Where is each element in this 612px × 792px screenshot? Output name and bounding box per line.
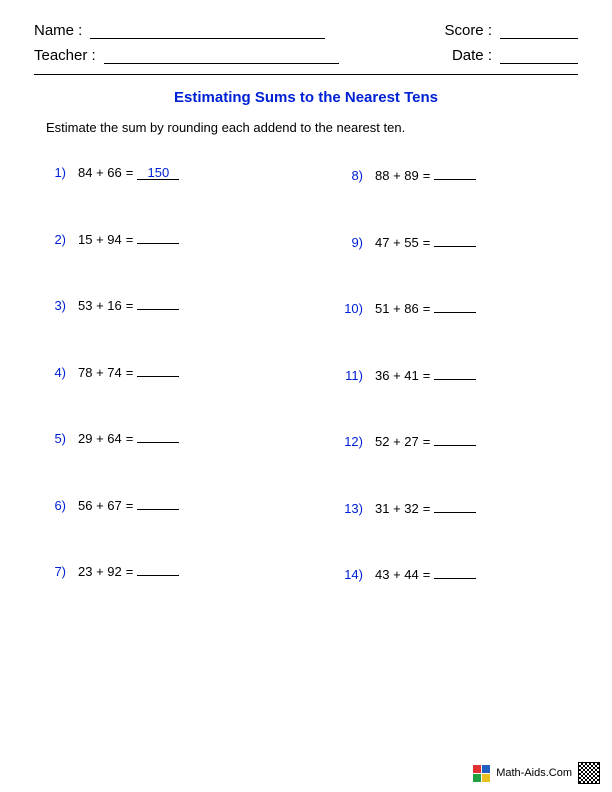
problem-number: 12) xyxy=(331,434,369,449)
problem-expression: 56 + 67 xyxy=(78,498,122,513)
equals-sign: = xyxy=(126,498,134,513)
equals-sign: = xyxy=(126,165,134,180)
answer-blank[interactable] xyxy=(137,362,179,377)
answer-blank[interactable] xyxy=(434,365,476,380)
equals-sign: = xyxy=(126,431,134,446)
answer-blank[interactable] xyxy=(137,561,179,576)
problems-container: 1) 84 + 66 = 150 2) 15 + 94 = 3) 53 + 16 = 4… xyxy=(34,165,578,582)
problem-number: 14) xyxy=(331,567,369,582)
instructions: Estimate the sum by rounding each addend… xyxy=(46,120,578,135)
score-blank[interactable] xyxy=(500,23,578,39)
worksheet-title: Estimating Sums to the Nearest Tens xyxy=(34,89,578,106)
answer-blank[interactable] xyxy=(434,165,476,180)
date-blank[interactable] xyxy=(500,48,578,64)
problem-row: 3) 53 + 16 = xyxy=(34,295,281,313)
header-row-1: Name : Score : xyxy=(34,22,578,39)
footer-site: Math-Aids.Com xyxy=(496,767,572,779)
problem-expression: 29 + 64 xyxy=(78,431,122,446)
problem-number: 1) xyxy=(34,165,72,180)
teacher-label: Teacher : xyxy=(34,47,96,64)
header-divider xyxy=(34,74,578,75)
header-row-2: Teacher : Date : xyxy=(34,47,578,64)
problem-row: 1) 84 + 66 = 150 xyxy=(34,165,281,180)
score-field: Score : xyxy=(444,22,578,39)
problem-number: 10) xyxy=(331,301,369,316)
problem-row: 14) 43 + 44 = xyxy=(331,564,578,582)
problem-number: 11) xyxy=(331,368,369,383)
problem-row: 8) 88 + 89 = xyxy=(331,165,578,183)
problem-row: 5) 29 + 64 = xyxy=(34,428,281,446)
problem-number: 5) xyxy=(34,431,72,446)
answer-blank[interactable] xyxy=(137,229,179,244)
problems-right-column: 8) 88 + 89 = 9) 47 + 55 = 10) 51 + 86 = 11)… xyxy=(331,165,578,582)
answer-blank[interactable] xyxy=(137,495,179,510)
footer-logo-icon xyxy=(473,765,490,782)
problem-expression: 78 + 74 xyxy=(78,365,122,380)
problem-row: 9) 47 + 55 = xyxy=(331,232,578,250)
name-blank[interactable] xyxy=(90,23,325,39)
problem-row: 13) 31 + 32 = xyxy=(331,498,578,516)
equals-sign: = xyxy=(126,564,134,579)
problem-row: 11) 36 + 41 = xyxy=(331,365,578,383)
equals-sign: = xyxy=(423,235,431,250)
problem-number: 2) xyxy=(34,232,72,247)
problem-number: 13) xyxy=(331,501,369,516)
problem-row: 7) 23 + 92 = xyxy=(34,561,281,579)
problem-number: 6) xyxy=(34,498,72,513)
qr-code-icon xyxy=(578,762,600,784)
problem-row: 12) 52 + 27 = xyxy=(331,431,578,449)
problem-expression: 84 + 66 xyxy=(78,165,122,180)
problem-expression: 53 + 16 xyxy=(78,298,122,313)
problem-number: 7) xyxy=(34,564,72,579)
answer-blank[interactable] xyxy=(434,564,476,579)
name-label: Name : xyxy=(34,22,82,39)
problem-expression: 36 + 41 xyxy=(375,368,419,383)
problem-number: 4) xyxy=(34,365,72,380)
problem-expression: 23 + 92 xyxy=(78,564,122,579)
problem-number: 3) xyxy=(34,298,72,313)
problem-number: 9) xyxy=(331,235,369,250)
teacher-field: Teacher : xyxy=(34,47,339,64)
problem-number: 8) xyxy=(331,168,369,183)
equals-sign: = xyxy=(423,567,431,582)
score-label: Score : xyxy=(444,22,492,39)
problem-row: 2) 15 + 94 = xyxy=(34,229,281,247)
date-label: Date : xyxy=(452,47,492,64)
equals-sign: = xyxy=(423,501,431,516)
name-field: Name : xyxy=(34,22,325,39)
problem-expression: 51 + 86 xyxy=(375,301,419,316)
answer-blank[interactable] xyxy=(434,232,476,247)
answer-blank[interactable] xyxy=(137,428,179,443)
problem-expression: 31 + 32 xyxy=(375,501,419,516)
equals-sign: = xyxy=(423,434,431,449)
problem-row: 4) 78 + 74 = xyxy=(34,362,281,380)
problems-left-column: 1) 84 + 66 = 150 2) 15 + 94 = 3) 53 + 16 = 4… xyxy=(34,165,281,582)
equals-sign: = xyxy=(126,365,134,380)
problem-expression: 88 + 89 xyxy=(375,168,419,183)
answer-blank[interactable] xyxy=(434,431,476,446)
equals-sign: = xyxy=(423,168,431,183)
problem-expression: 43 + 44 xyxy=(375,567,419,582)
problem-expression: 47 + 55 xyxy=(375,235,419,250)
equals-sign: = xyxy=(423,368,431,383)
equals-sign: = xyxy=(423,301,431,316)
problem-expression: 52 + 27 xyxy=(375,434,419,449)
equals-sign: = xyxy=(126,298,134,313)
answer-blank[interactable] xyxy=(137,295,179,310)
answer-blank[interactable]: 150 xyxy=(137,165,179,180)
equals-sign: = xyxy=(126,232,134,247)
answer-blank[interactable] xyxy=(434,298,476,313)
answer-blank[interactable] xyxy=(434,498,476,513)
problem-row: 6) 56 + 67 = xyxy=(34,495,281,513)
footer: Math-Aids.Com xyxy=(473,762,600,784)
teacher-blank[interactable] xyxy=(104,48,339,64)
date-field: Date : xyxy=(452,47,578,64)
problem-expression: 15 + 94 xyxy=(78,232,122,247)
problem-row: 10) 51 + 86 = xyxy=(331,298,578,316)
